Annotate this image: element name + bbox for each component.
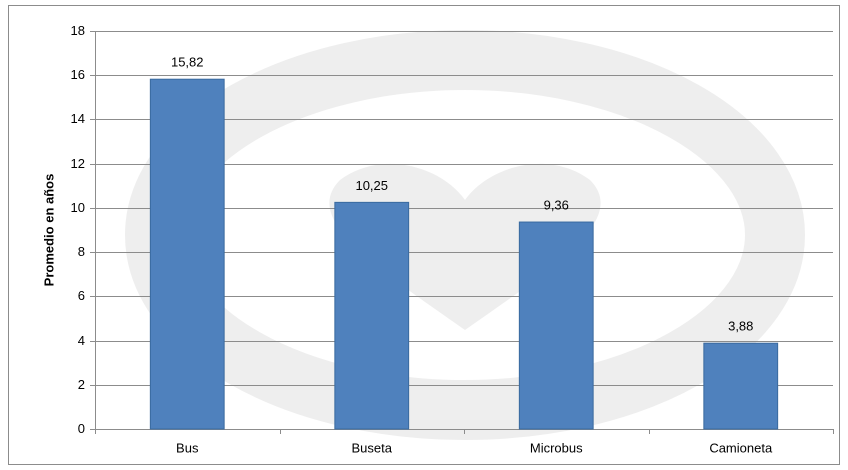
- value-label: 9,36: [544, 197, 569, 212]
- y-tick-label: 12: [71, 156, 85, 171]
- y-tick-label: 18: [71, 23, 85, 38]
- bar: [334, 201, 410, 430]
- x-tick-label: Microbus: [530, 440, 583, 455]
- y-tick-label: 0: [78, 421, 85, 436]
- value-label: 3,88: [728, 319, 753, 334]
- chart-frame: [8, 5, 840, 465]
- y-tick-label: 8: [78, 244, 85, 259]
- y-tick-label: 16: [71, 67, 85, 82]
- y-axis-label: Promedio en años: [41, 174, 56, 287]
- y-tick-label: 14: [71, 111, 85, 126]
- y-tick-label: 6: [78, 288, 85, 303]
- value-label: 10,25: [355, 178, 388, 193]
- bar: [703, 342, 779, 430]
- bar: [149, 78, 225, 430]
- x-tick-label: Camioneta: [709, 440, 773, 455]
- bar: [518, 221, 594, 430]
- x-tick-label: Buseta: [352, 440, 393, 455]
- y-tick-label: 10: [71, 200, 85, 215]
- value-label: 15,82: [171, 55, 204, 70]
- y-tick-label: 4: [78, 333, 85, 348]
- x-tick-label: Bus: [176, 440, 199, 455]
- y-tick-label: 2: [78, 377, 85, 392]
